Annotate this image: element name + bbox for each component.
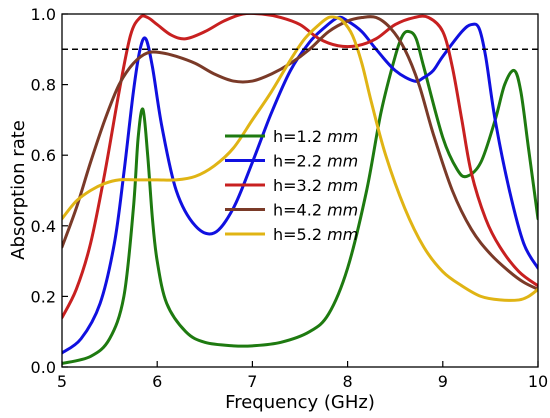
- plot-frame: [61, 13, 539, 368]
- legend-label: h=5.2 mm: [273, 225, 358, 244]
- y-tick-label: 0.0: [31, 358, 56, 377]
- x-tick-label: 8: [343, 372, 353, 391]
- series-line-5: [62, 15, 538, 302]
- legend-label: h=4.2 mm: [273, 201, 358, 220]
- y-axis-label: Absorption rate: [8, 120, 29, 260]
- x-tick-label: 7: [247, 372, 257, 391]
- series-layer: [62, 14, 538, 365]
- x-tick-label: 5: [57, 372, 67, 391]
- y-tick-label: 1.0: [31, 5, 56, 24]
- y-tick-label: 0.8: [31, 76, 56, 95]
- series-line-1: [62, 29, 538, 365]
- legend-label: h=1.2 mm: [273, 127, 358, 146]
- series-line-4: [62, 15, 538, 291]
- plot-area: [62, 14, 538, 367]
- series-line-3: [62, 14, 538, 320]
- y-tick-label: 0.6: [31, 146, 56, 165]
- x-tick-label: 10: [528, 372, 548, 391]
- y-tick-label: 0.2: [31, 287, 56, 306]
- legend: h=1.2 mm h=2.2 mm h=3.2 mm h=4.2 mm h=5.2 mm: [225, 127, 358, 244]
- legend-label: h=3.2 mm: [273, 176, 358, 195]
- x-tick-label: 6: [152, 372, 162, 391]
- y-tick-label: 0.4: [31, 217, 56, 236]
- x-axis-label: Frequency (GHz): [225, 392, 375, 413]
- x-tick-label: 9: [438, 372, 448, 391]
- ticks-layer: 5 6 7 8 9 10 0.0 0.2 0.4 0.6 0.8 1.0: [31, 5, 549, 391]
- legend-label: h=2.2 mm: [273, 152, 358, 171]
